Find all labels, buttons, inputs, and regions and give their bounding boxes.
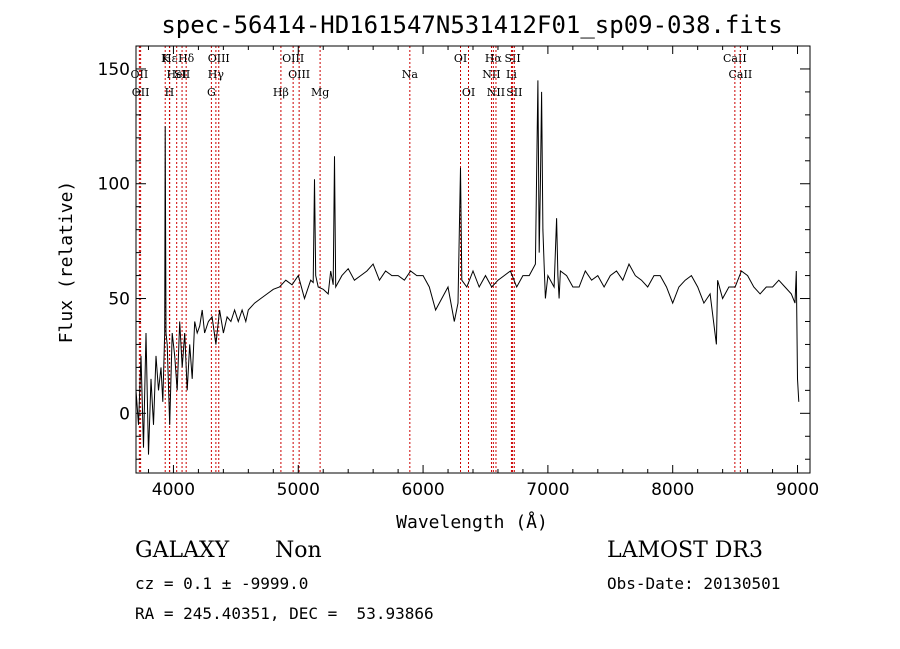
x-tick-label: 5000	[277, 480, 320, 500]
redshift-cz: cz = 0.1 ± -9999.0	[135, 574, 309, 593]
line-label: SII	[506, 86, 522, 99]
x-tick-label: 7000	[526, 480, 569, 500]
line-label: NII	[487, 86, 505, 99]
x-tick-label: 9000	[776, 480, 819, 500]
line-label: Hδ	[178, 52, 195, 65]
line-label: K	[161, 52, 170, 65]
spectrum-line	[135, 80, 800, 455]
axis-ticks: 4000 5000 6000 7000 8000 9000 0 50 100 150	[98, 46, 819, 500]
x-axis-label: Wavelength (Å)	[396, 511, 548, 533]
line-label: Na	[402, 68, 419, 81]
line-label: OI	[462, 86, 475, 99]
x-tick-label: 8000	[651, 480, 694, 500]
y-tick-label: 150	[98, 60, 130, 80]
line-label: H	[165, 86, 175, 99]
y-tick-label: 100	[98, 175, 130, 195]
plot-frame	[135, 45, 811, 474]
line-label: CaII	[729, 68, 753, 81]
line-label: Hβ	[273, 86, 289, 99]
y-axis-label: Flux (relative)	[56, 181, 77, 344]
spectrum-series	[135, 80, 800, 455]
line-label: Hε	[162, 52, 178, 65]
line-label: OII	[132, 86, 150, 99]
line-label: OII	[131, 68, 149, 81]
survey-name: LAMOST DR3	[607, 538, 763, 563]
line-label: OIII	[282, 52, 304, 65]
line-label: G	[207, 86, 216, 99]
line-label: OIII	[208, 52, 230, 65]
line-label: SII	[504, 52, 520, 65]
y-tick-label: 50	[108, 290, 130, 310]
line-label: OIII	[288, 68, 310, 81]
line-label: Li	[506, 68, 517, 81]
x-tick-label: 4000	[152, 480, 195, 500]
object-class: GALAXY	[135, 538, 230, 563]
line-label: Hα	[485, 52, 503, 65]
observation-date: Obs-Date: 20130501	[607, 574, 781, 593]
line-label: Hγ	[208, 68, 225, 81]
coordinates: RA = 245.40351, DEC = 53.93866	[135, 604, 434, 623]
line-label: NII	[482, 68, 500, 81]
spectrum-chart: spec-56414-HD161547N531412F01_sp09-038.f…	[56, 11, 819, 533]
line-label: SII	[174, 68, 190, 81]
y-tick-label: 0	[119, 404, 130, 424]
line-label: Mg	[311, 86, 329, 99]
chart-title: spec-56414-HD161547N531412F01_sp09-038.f…	[161, 11, 782, 39]
line-label: CaII	[723, 52, 747, 65]
line-label: OI	[454, 52, 467, 65]
x-tick-label: 6000	[401, 480, 444, 500]
object-subclass: Non	[275, 538, 322, 563]
